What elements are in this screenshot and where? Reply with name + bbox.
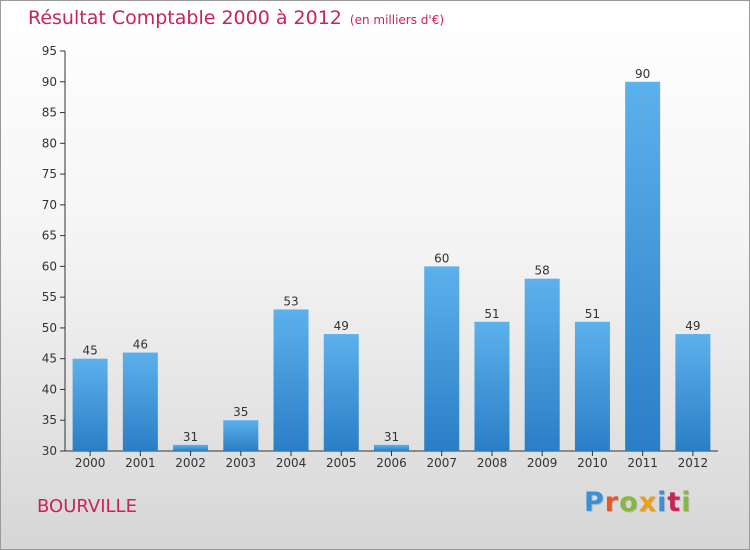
bar [72, 358, 108, 451]
bar [675, 334, 711, 451]
y-tick-label: 55 [42, 290, 57, 304]
x-tick-label: 2003 [226, 456, 257, 470]
data-label: 45 [82, 344, 97, 358]
bar [524, 278, 560, 451]
logo-letter: o [619, 487, 639, 518]
y-tick-label: 60 [42, 259, 57, 273]
bar [323, 334, 359, 451]
x-tick-label: 2004 [276, 456, 307, 470]
bar [424, 266, 460, 451]
x-tick-label: 2012 [678, 456, 709, 470]
data-label: 60 [434, 251, 449, 265]
x-tick-label: 2000 [75, 456, 106, 470]
data-label: 51 [484, 307, 499, 321]
logo-letter: r [604, 487, 620, 518]
logo-letter: x [638, 487, 658, 518]
y-tick-label: 50 [42, 321, 57, 335]
y-tick-label: 35 [42, 413, 57, 427]
data-label: 49 [334, 319, 349, 333]
x-tick-label: 2009 [527, 456, 558, 470]
data-label: 31 [183, 430, 198, 444]
y-tick-label: 70 [42, 198, 57, 212]
bar [625, 81, 661, 452]
y-tick-label: 80 [42, 136, 57, 150]
data-label: 49 [685, 319, 700, 333]
logo-letter: i [657, 487, 668, 518]
logo-letter: t [667, 487, 682, 518]
y-tick-label: 95 [42, 44, 57, 58]
y-tick-label: 65 [42, 229, 57, 243]
x-tick-label: 2006 [376, 456, 407, 470]
x-tick-label: 2001 [125, 456, 156, 470]
x-tick-label: 2005 [326, 456, 357, 470]
x-tick-label: 2011 [627, 456, 658, 470]
chart-title: Résultat Comptable 2000 à 2012 (en millie… [28, 7, 444, 29]
data-label: 46 [133, 338, 148, 352]
commune-name: BOURVILLE [37, 496, 137, 517]
data-label: 53 [283, 294, 298, 308]
data-label: 58 [535, 264, 550, 278]
bar [474, 321, 510, 451]
x-tick-label: 2008 [477, 456, 508, 470]
bar [273, 309, 309, 451]
bar [122, 352, 158, 451]
data-label: 51 [585, 307, 600, 321]
data-label: 90 [635, 67, 650, 81]
x-tick-label: 2010 [577, 456, 608, 470]
x-tick-label: 2007 [426, 456, 457, 470]
y-tick-label: 75 [42, 167, 57, 181]
y-tick-label: 40 [42, 382, 57, 396]
unit-label: (en milliers d'€) [349, 13, 445, 27]
bar [223, 420, 259, 451]
bar [574, 321, 610, 451]
logo-letter: i [681, 487, 692, 518]
y-tick-label: 90 [42, 75, 57, 89]
y-tick-label: 30 [42, 444, 57, 458]
data-label: 31 [384, 430, 399, 444]
x-tick-label: 2002 [175, 456, 206, 470]
y-tick-label: 45 [42, 352, 57, 366]
logo-letter: P [584, 487, 605, 518]
bar [173, 444, 209, 451]
title-text: Résultat Comptable 2000 à 2012 [28, 7, 342, 29]
bar [374, 444, 409, 451]
data-label: 35 [233, 405, 248, 419]
proxiti-logo: Proxiti [584, 487, 692, 518]
y-tick-label: 85 [42, 106, 57, 120]
